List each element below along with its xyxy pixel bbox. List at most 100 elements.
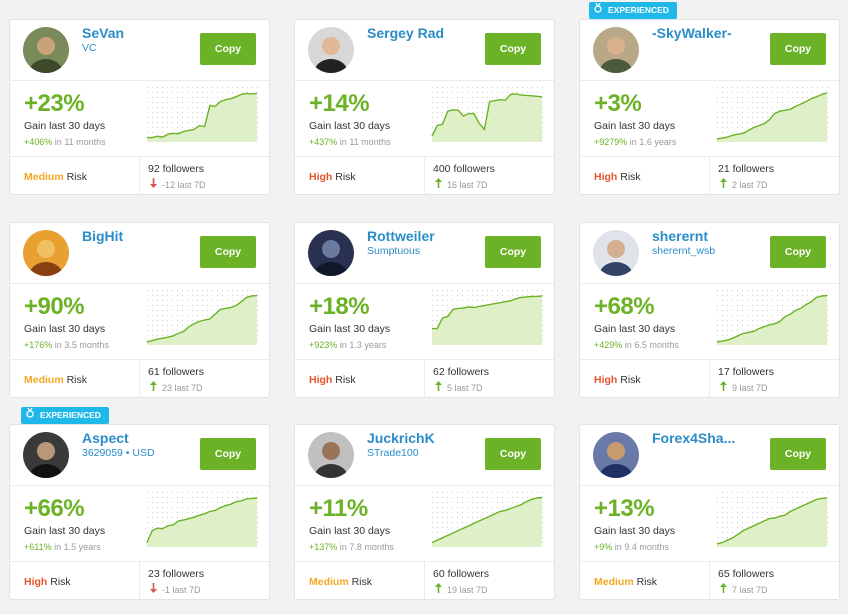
performance-chart — [431, 492, 543, 547]
copy-button[interactable]: Copy — [485, 236, 541, 268]
risk-value: High — [24, 576, 48, 588]
avatar[interactable] — [23, 27, 69, 73]
trader-name[interactable]: SeVan — [82, 25, 125, 41]
avatar[interactable] — [593, 432, 639, 478]
avatar[interactable] — [308, 27, 354, 73]
avatar[interactable] — [23, 432, 69, 478]
followers-count: 62 followers — [433, 366, 489, 378]
trader-card[interactable]: Rottweiler Sumptuous Copy +18% Gain last 30 … — [294, 222, 555, 399]
card-footer: High Risk 17 followers 9 last 7D — [580, 359, 839, 400]
trader-card[interactable]: Forex4Sha... Copy +13% Gain last 30 days +9%… — [579, 424, 840, 601]
trader-name[interactable]: Forex4Sha... — [652, 430, 736, 446]
copy-button[interactable]: Copy — [200, 33, 256, 65]
gain-percent: +11% — [309, 495, 368, 522]
followers-count: 23 followers — [148, 568, 204, 580]
experienced-badge: EXPERIENCED — [21, 407, 109, 424]
trader-card[interactable]: Sergey Rad Copy +14% Gain last 30 days +437%… — [294, 19, 555, 197]
avatar[interactable] — [23, 230, 69, 276]
trader-card[interactable]: BigHit Copy +90% Gain last 30 days +176% in … — [9, 222, 270, 399]
followers-word: followers — [732, 568, 775, 580]
chart-line — [716, 92, 828, 140]
chart-line — [147, 92, 258, 139]
trader-name[interactable]: sherernt — [652, 228, 709, 244]
copy-button[interactable]: Copy — [770, 33, 826, 65]
risk-value: High — [309, 171, 333, 183]
trader-name[interactable]: -SkyWalker- — [652, 25, 732, 41]
followers-word: followers — [447, 366, 490, 378]
trader-name[interactable]: Rottweiler — [367, 228, 435, 244]
chart-line — [146, 294, 258, 343]
footer-divider — [709, 157, 710, 196]
total-in-word: in — [629, 137, 637, 147]
weekly-value: 2 — [732, 180, 738, 190]
trader-subtitle: STrade100 — [367, 447, 419, 459]
risk-level: High Risk — [309, 171, 356, 183]
performance-chart — [146, 492, 258, 547]
card-footer: High Risk 400 followers 16 last 7D — [295, 156, 554, 197]
trader-name[interactable]: Aspect — [82, 430, 129, 446]
risk-word: Risk — [636, 576, 658, 588]
risk-value: High — [594, 171, 618, 183]
risk-word: Risk — [620, 171, 641, 183]
avatar[interactable] — [308, 230, 354, 276]
card-header: sherernt sherernt_wsb Copy — [580, 223, 839, 284]
weekly-change: 2 last 7D — [720, 178, 768, 191]
card-footer: Medium Risk 60 followers 19 last 7D — [295, 561, 554, 602]
total-percent: +429% — [594, 340, 623, 350]
trader-card[interactable]: SeVan VC Copy +23% Gain last 30 days +406% in… — [9, 19, 270, 196]
total-percent: +923% — [309, 340, 338, 350]
trader-card[interactable]: JuckrichK STrade100 Copy +11% Gain last 30 d… — [294, 424, 555, 602]
weekly-value: 16 — [447, 180, 458, 190]
total-gain: +137% in 7.8 months — [309, 542, 394, 552]
total-percent: +9279% — [594, 137, 628, 147]
risk-word: Risk — [620, 374, 641, 386]
copy-button[interactable]: Copy — [200, 236, 256, 268]
copy-button[interactable]: Copy — [200, 438, 256, 470]
weekly-change: 16 last 7D — [435, 178, 488, 191]
total-percent: +137% — [309, 542, 338, 552]
badge-label: EXPERIENCED — [40, 410, 101, 420]
copy-button[interactable]: Copy — [770, 438, 826, 470]
risk-level: Medium Risk — [24, 171, 87, 183]
followers-word: followers — [447, 568, 490, 580]
avatar[interactable] — [593, 27, 639, 73]
total-period: 9.4 months — [624, 542, 669, 552]
total-period: 1.6 years — [639, 137, 677, 147]
gain-percent: +3% — [594, 90, 642, 117]
trader-subtitle: Sumptuous — [367, 245, 421, 257]
card-header: Rottweiler Sumptuous Copy — [295, 223, 554, 284]
card-footer: High Risk 23 followers -1 last 7D — [10, 561, 269, 602]
total-gain: +611% in 1.5 years — [24, 542, 101, 552]
trader-card[interactable]: -SkyWalker- Copy +3% Gain last 30 days +9279… — [579, 19, 840, 196]
weekly-label: last 7D — [177, 180, 206, 190]
followers-number: 65 — [718, 568, 730, 580]
chart-area — [147, 93, 257, 142]
risk-level: High Risk — [594, 171, 641, 183]
avatar[interactable] — [593, 230, 639, 276]
followers-count: 61 followers — [148, 366, 204, 378]
total-period: 3.5 months — [64, 340, 109, 350]
risk-value: Medium — [309, 576, 349, 588]
trader-name[interactable]: BigHit — [82, 228, 124, 244]
avatar[interactable] — [308, 432, 354, 478]
gain-label: Gain last 30 days — [594, 323, 676, 335]
copy-button[interactable]: Copy — [770, 236, 826, 268]
trader-name[interactable]: Sergey Rad — [367, 25, 445, 41]
arrow-down-icon — [150, 178, 159, 191]
gain-percent: +14% — [309, 90, 370, 117]
risk-value: High — [594, 374, 618, 386]
copy-button[interactable]: Copy — [485, 438, 541, 470]
trader-card[interactable]: sherernt sherernt_wsb Copy +68% Gain last 30… — [579, 222, 840, 400]
followers-number: 60 — [433, 568, 445, 580]
trader-subtitle: 3629059 • USD — [82, 447, 155, 459]
trader-card[interactable]: Aspect 3629059 • USD Copy +66% Gain last 30 … — [9, 424, 270, 602]
risk-word: Risk — [50, 576, 71, 588]
followers-number: 61 — [148, 366, 160, 378]
followers-count: 60 followers — [433, 568, 489, 580]
copy-button[interactable]: Copy — [485, 33, 541, 65]
trader-name[interactable]: JuckrichK — [367, 430, 435, 446]
chart-area — [147, 498, 257, 547]
total-in-word: in — [54, 340, 62, 350]
chart-line — [431, 93, 543, 137]
footer-divider — [709, 562, 710, 601]
